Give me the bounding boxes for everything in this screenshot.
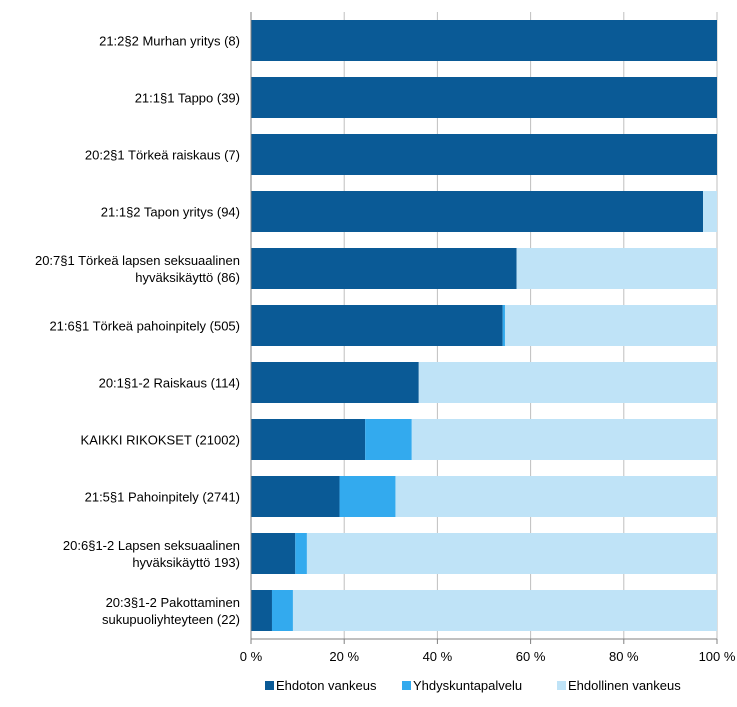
bar-segment-1 <box>251 134 717 175</box>
bar-segment-3 <box>418 362 717 403</box>
bar-segment-3 <box>703 191 717 232</box>
category-labels: 21:2§2 Murhan yritys (8) 21:1§1 Tappo (39… <box>35 34 240 628</box>
bar-segment-1 <box>251 191 704 232</box>
x-tick-label: 20 % <box>329 649 359 664</box>
bar-segment-1 <box>251 77 717 118</box>
bar-segment-3 <box>516 248 717 289</box>
category-label: 20:3§1-2 Pakottaminen sukupuoliyhteyteen … <box>102 595 240 627</box>
x-axis: 0 % 20 % 40 % 60 % 80 % 100 % <box>240 12 736 664</box>
category-label: 21:1§1 Tappo (39) <box>135 91 240 106</box>
category-label: 21:6§1 Törkeä pahoinpitely (505) <box>49 319 240 334</box>
legend-label: Ehdollinen vankeus <box>568 678 681 693</box>
bar-segment-1 <box>251 533 296 574</box>
x-tick-label: 0 % <box>240 649 263 664</box>
bar-segment-1 <box>251 20 717 61</box>
category-label: 20:6§1-2 Lapsen seksuaalinen hyväksikäytt… <box>63 538 240 570</box>
category-label: KAIKKI RIKOKSET (21002) <box>81 433 240 448</box>
bar-segment-1 <box>251 419 366 460</box>
x-tick-label: 80 % <box>609 649 639 664</box>
legend-swatch <box>402 681 411 690</box>
legend: Ehdoton vankeus Yhdyskuntapalvelu Ehdollin… <box>265 678 681 693</box>
category-label: 21:1§2 Tapon yritys (94) <box>101 205 240 220</box>
bar-segment-3 <box>292 590 717 631</box>
bar-segment-1 <box>251 305 503 346</box>
bar-segment-3 <box>306 533 717 574</box>
bar-segment-2 <box>365 419 412 460</box>
category-label: 20:2§1 Törkeä raiskaus (7) <box>85 148 240 163</box>
legend-label: Ehdoton vankeus <box>276 678 377 693</box>
category-label: 21:5§1 Pahoinpitely (2741) <box>85 490 240 505</box>
x-tick-label: 40 % <box>423 649 453 664</box>
bar-segment-1 <box>251 362 419 403</box>
legend-label: Yhdyskuntapalvelu <box>413 678 522 693</box>
bar-segment-3 <box>504 305 717 346</box>
category-label: 20:7§1 Törkeä lapsen seksuaalinen hyväksi… <box>35 253 240 285</box>
category-label: 20:1§1-2 Raiskaus (114) <box>99 376 240 391</box>
bar-segment-3 <box>411 419 717 460</box>
legend-swatch <box>265 681 274 690</box>
x-tick-label: 100 % <box>699 649 736 664</box>
bar-segment-2 <box>339 476 396 517</box>
x-tick-label: 60 % <box>516 649 546 664</box>
bar-segment-3 <box>395 476 717 517</box>
bar-segment-1 <box>251 248 517 289</box>
bar-segment-2 <box>271 590 293 631</box>
bar-segment-2 <box>295 533 307 574</box>
bar-segment-1 <box>251 590 272 631</box>
bar-segment-2 <box>502 305 505 346</box>
bar-segment-1 <box>251 476 340 517</box>
bars <box>251 20 717 631</box>
legend-swatch <box>557 681 566 690</box>
category-label: 21:2§2 Murhan yritys (8) <box>99 34 240 49</box>
